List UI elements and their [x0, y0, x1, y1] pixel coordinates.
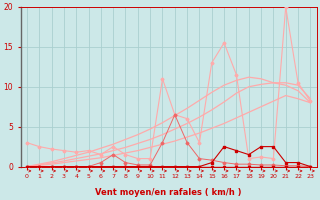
X-axis label: Vent moyen/en rafales ( km/h ): Vent moyen/en rafales ( km/h )	[95, 188, 242, 197]
